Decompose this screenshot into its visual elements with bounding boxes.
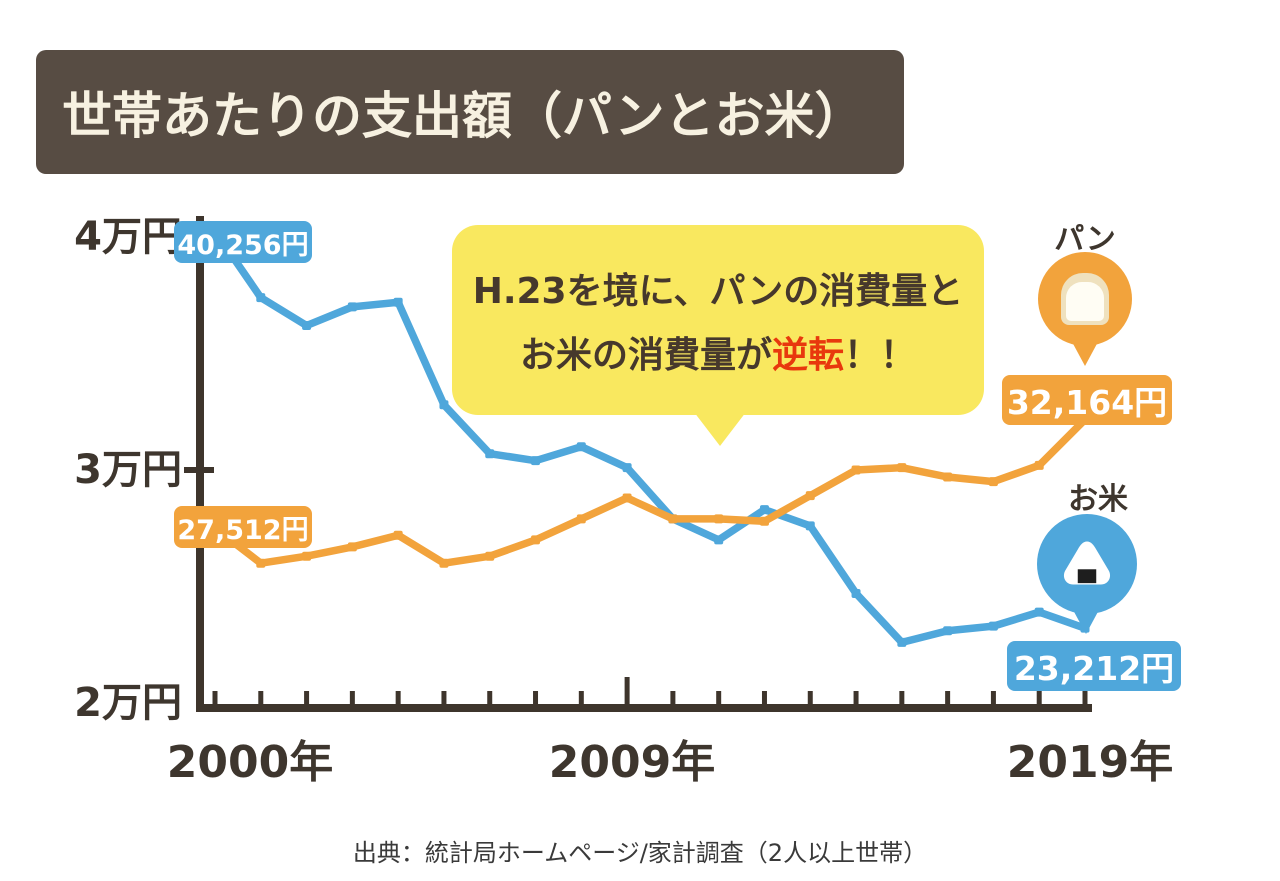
series-line-bread: [211, 415, 1089, 567]
data-point-bread-2017: [988, 477, 998, 487]
data-point-rice-2001: [256, 293, 266, 303]
y-axis-label-30000: 3万円: [74, 447, 182, 493]
data-point-rice-2013: [805, 521, 815, 531]
annotation-callout: H.23を境に、パンの消費量と お米の消費量が逆転！！: [452, 225, 984, 415]
x-axis-label-2019: 2019年: [1006, 737, 1174, 788]
callout-highlight: 逆転: [771, 335, 844, 376]
callout-line2-post: ！！: [844, 335, 917, 376]
data-point-rice-2011: [714, 535, 724, 545]
bread-start-value-badge: 27,512円: [174, 506, 312, 548]
data-point-bread-2012: [759, 516, 769, 526]
data-point-rice-2003: [347, 302, 357, 312]
rice-start-value-badge: 40,256円: [174, 221, 312, 263]
data-point-bread-2007: [531, 535, 541, 545]
onigiri-icon: [1063, 541, 1111, 585]
rice-end-value-badge: 23,212円: [1007, 641, 1181, 691]
bread-end-value-badge: 32,164円: [1002, 375, 1172, 425]
callout-line1: H.23を境に、パンの消費量と: [472, 271, 964, 312]
data-point-rice-2009: [622, 463, 632, 473]
bread-icon: [1038, 252, 1132, 346]
data-point-rice-2016: [943, 626, 953, 636]
page-title: 世帯あたりの支出額（パンとお米）: [62, 87, 865, 145]
y-axis-label-40000: 4万円: [74, 214, 182, 260]
data-point-bread-2008: [576, 514, 586, 524]
data-point-rice-2007: [531, 456, 541, 466]
series-line-rice: [211, 227, 1089, 647]
data-point-rice-2002: [302, 321, 312, 331]
data-point-rice-2012: [759, 505, 769, 515]
data-point-bread-2004: [393, 530, 403, 540]
x-axis-label-2000: 2000年: [166, 737, 334, 788]
rice-icon: [1037, 514, 1137, 614]
data-point-bread-2006: [485, 551, 495, 561]
data-point-bread-2015: [897, 463, 907, 473]
data-point-bread-2001: [256, 558, 266, 568]
rice-series-label: お米: [1068, 482, 1128, 517]
data-point-bread-2011: [714, 514, 724, 524]
data-point-rice-2004: [393, 297, 403, 307]
data-point-bread-2009: [622, 493, 632, 503]
bread-slice-shape: [1061, 273, 1109, 325]
rice-balloon-tail: [1072, 608, 1100, 634]
data-point-bread-2010: [668, 514, 678, 524]
callout-line2: お米の消費量が逆転！！: [520, 326, 916, 378]
data-point-bread-2002: [302, 551, 312, 561]
callout-line2-pre: お米の消費量が: [519, 335, 772, 376]
x-axis-label-2009: 2009年: [548, 737, 716, 788]
data-point-bread-2018: [1034, 460, 1044, 470]
data-point-rice-2017: [988, 621, 998, 631]
data-point-bread-2014: [851, 465, 861, 475]
bread-balloon-tail: [1071, 340, 1099, 366]
data-point-bread-2016: [943, 472, 953, 482]
y-axis-label-20000: 2万円: [74, 680, 182, 726]
title-banner: 世帯あたりの支出額（パンとお米）: [36, 50, 904, 174]
bread-slice-face: [1066, 282, 1104, 321]
data-point-rice-2015: [897, 637, 907, 647]
data-point-rice-2008: [576, 442, 586, 452]
data-point-rice-2005: [439, 400, 449, 410]
callout-tail: [694, 412, 746, 446]
source-caption: 出典：統計局ホームページ/家計調査（2人以上世帯）: [352, 839, 928, 867]
data-point-rice-2014: [851, 588, 861, 598]
data-point-rice-2006: [485, 449, 495, 459]
bread-series-label: パン: [1054, 222, 1116, 257]
data-point-rice-2018: [1034, 607, 1044, 617]
data-point-bread-2013: [805, 491, 815, 501]
data-point-bread-2005: [439, 558, 449, 568]
data-point-bread-2003: [347, 542, 357, 552]
